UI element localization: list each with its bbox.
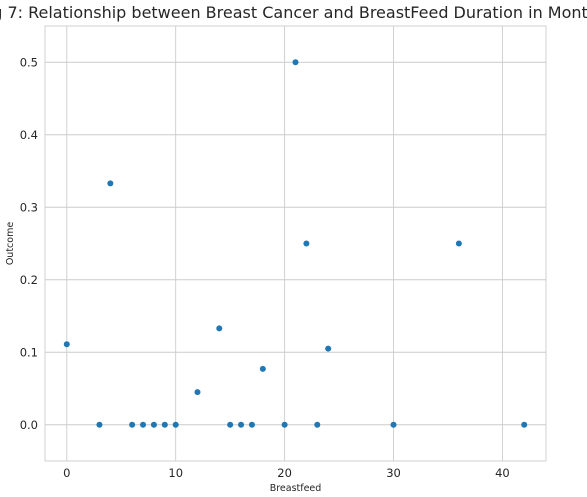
x-tick-label: 40	[495, 466, 510, 480]
data-point	[281, 421, 288, 428]
data-point	[107, 180, 114, 187]
data-point	[96, 421, 103, 428]
x-tick-label: 30	[386, 466, 401, 480]
data-point	[161, 421, 168, 428]
data-point	[194, 389, 201, 396]
grid-layer	[45, 26, 546, 461]
data-point	[140, 421, 147, 428]
y-tick-label: 0.3	[20, 200, 38, 214]
data-point	[259, 365, 266, 372]
x-axis-label: Breastfeed	[270, 483, 322, 494]
data-point	[325, 345, 332, 352]
x-tick-label: 20	[277, 466, 292, 480]
data-point	[314, 421, 321, 428]
data-point	[521, 421, 528, 428]
data-points	[63, 59, 528, 428]
x-tick-label: 0	[63, 466, 70, 480]
plot-area-frame	[44, 25, 547, 462]
y-tick-label: 0.1	[20, 345, 38, 359]
y-tick-label: 0.2	[20, 273, 38, 287]
data-point	[248, 421, 255, 428]
data-point	[150, 421, 157, 428]
data-point	[172, 421, 179, 428]
data-point	[292, 59, 299, 66]
data-point	[227, 421, 234, 428]
tick-labels: 0 10 20 30 40 0.0 0.1 0.2 0.3 0.4 0.5	[20, 55, 510, 480]
y-tick-label: 0.0	[20, 418, 38, 432]
y-axis-label: Outcome	[5, 222, 16, 266]
y-tick-label: 0.4	[20, 128, 38, 142]
y-tick-label: 0.5	[20, 55, 38, 69]
data-point	[303, 240, 310, 247]
data-point	[129, 421, 136, 428]
x-tick-label: 10	[168, 466, 183, 480]
data-point	[238, 421, 245, 428]
data-point	[216, 325, 223, 332]
data-point	[455, 240, 462, 247]
data-point	[390, 421, 397, 428]
data-point	[63, 341, 70, 348]
chart-title: Fig 7: Relationship between Breast Cance…	[0, 3, 587, 22]
